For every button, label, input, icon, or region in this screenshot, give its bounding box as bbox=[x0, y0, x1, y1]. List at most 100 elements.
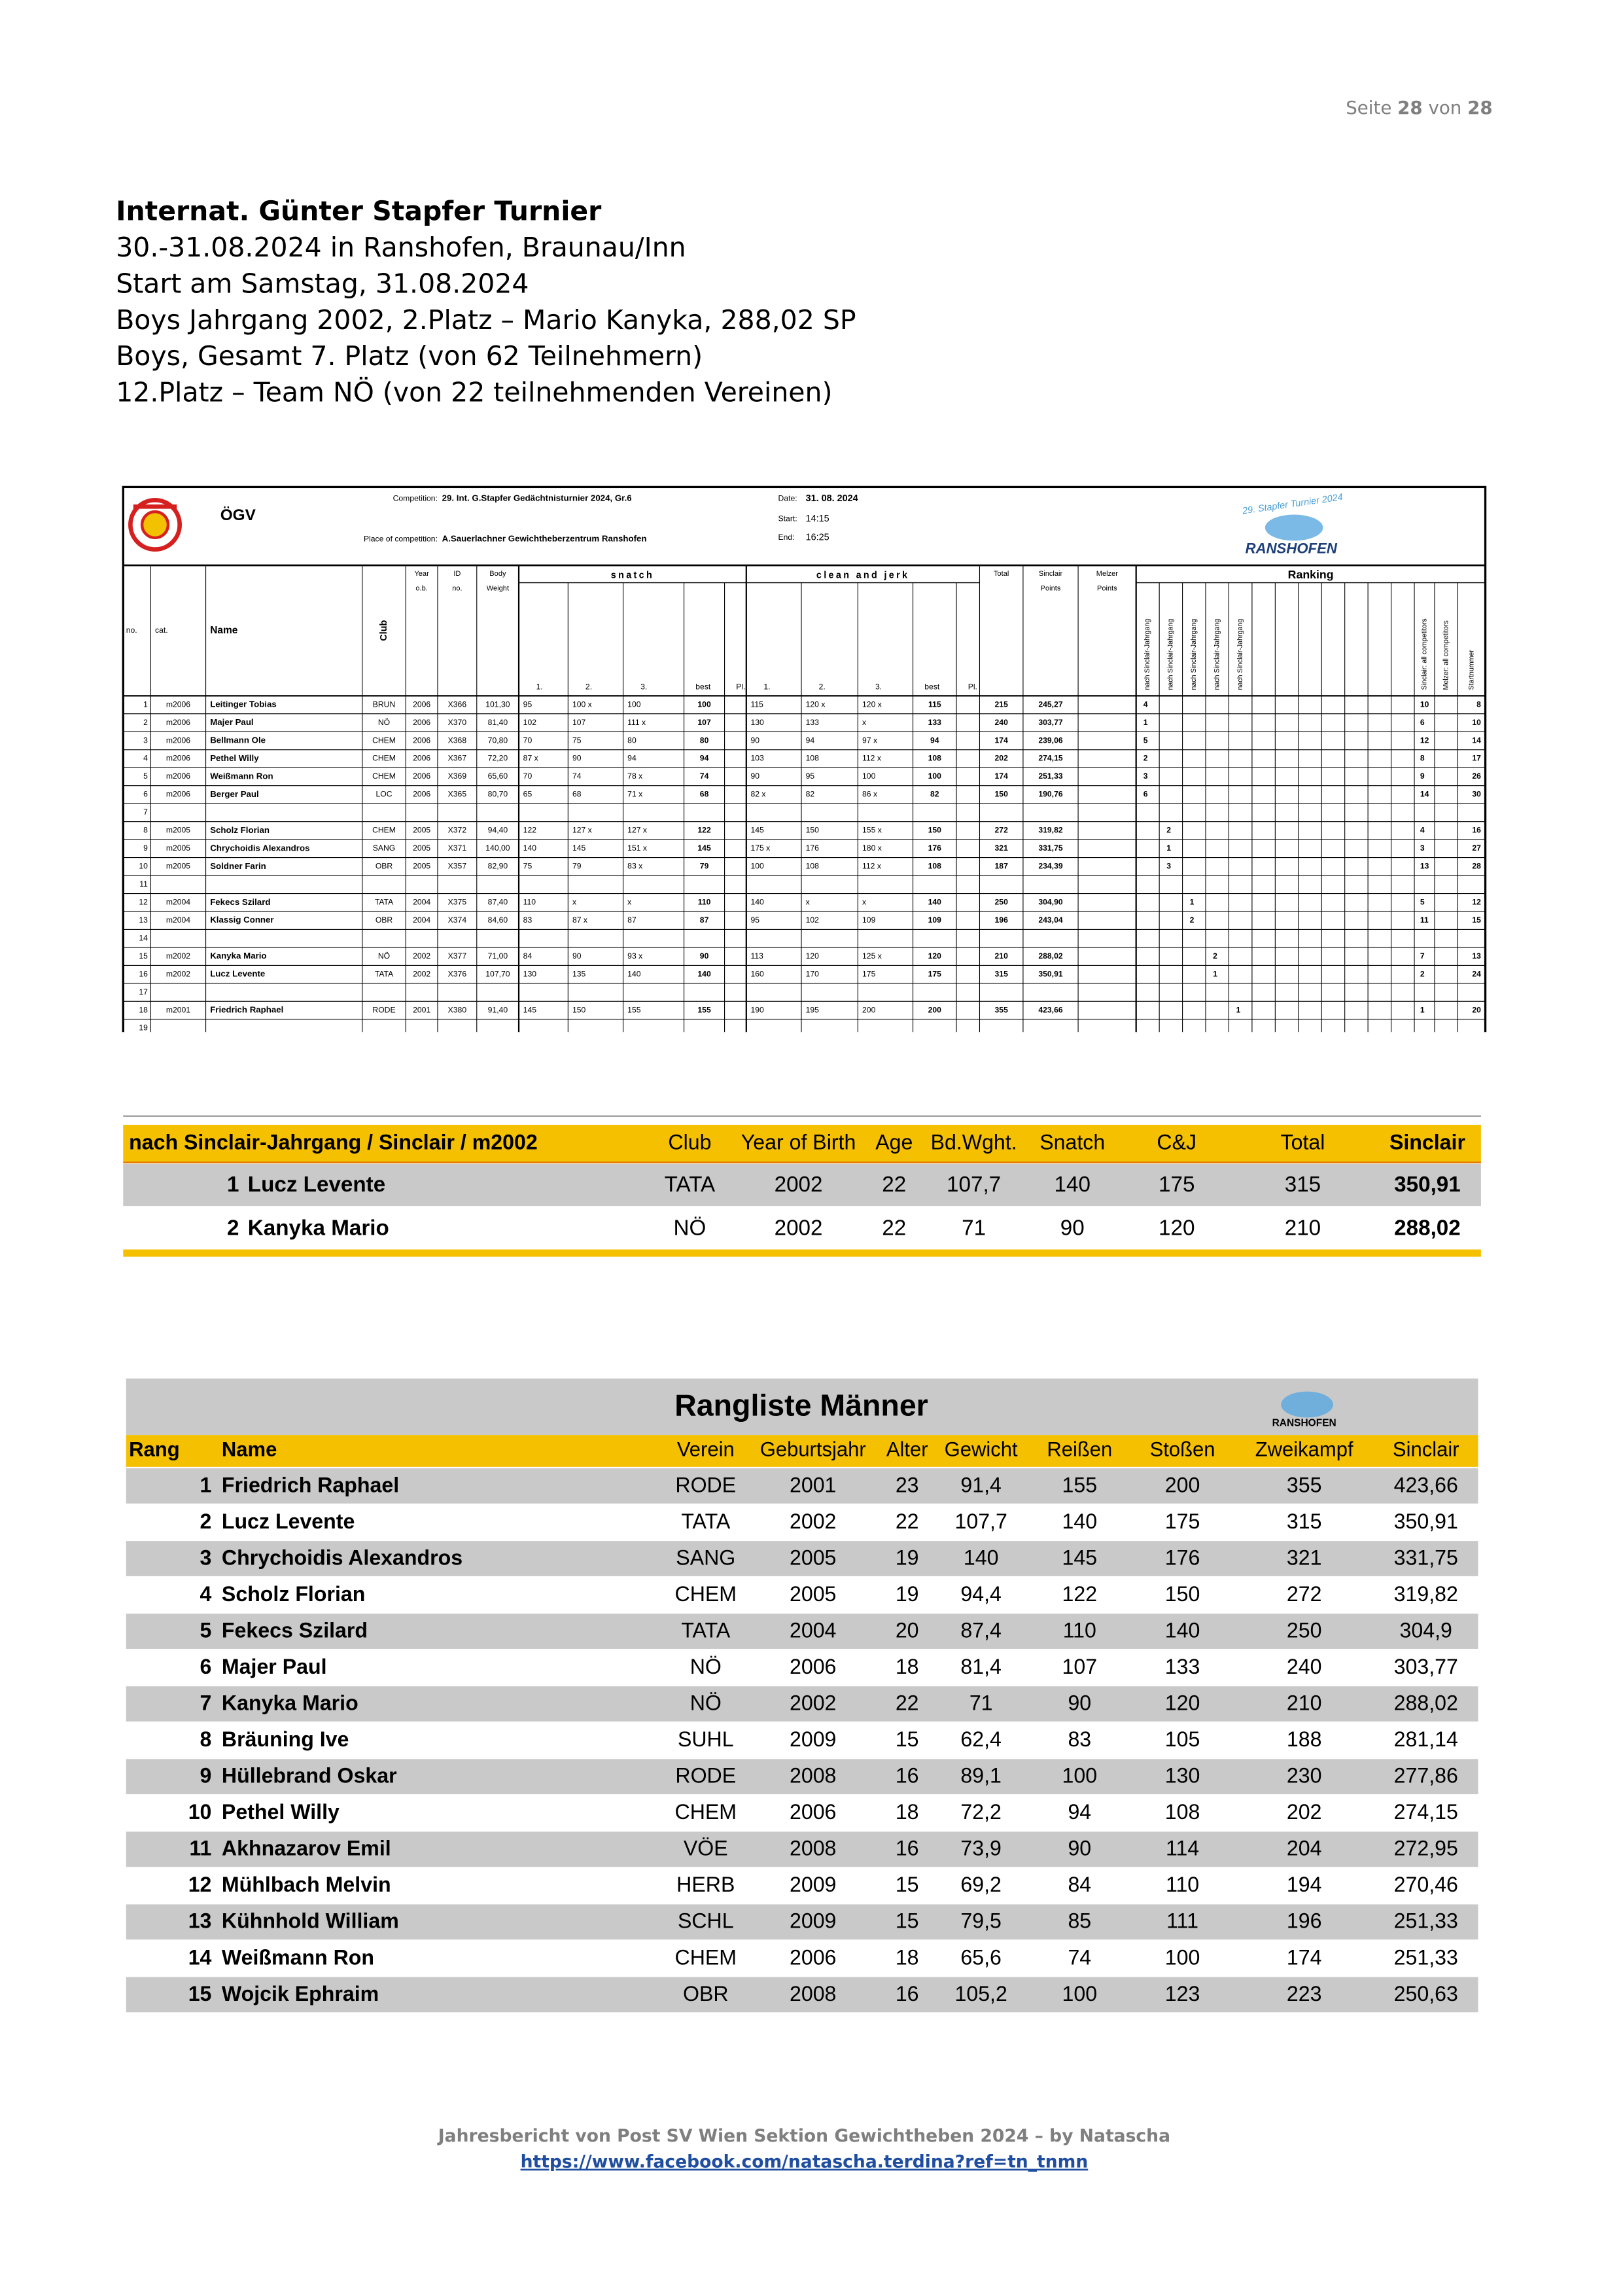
cell: m2005 bbox=[166, 843, 190, 853]
cell: 111 bbox=[1166, 1909, 1198, 1933]
athlete-name: Pethel Willy bbox=[210, 753, 259, 763]
total: 174 bbox=[995, 771, 1009, 781]
rank: 11 bbox=[189, 1837, 211, 1860]
best: 80 bbox=[700, 735, 709, 745]
cell: 2002 bbox=[790, 1691, 836, 1715]
col-header-rotated: nach Sinclair-Jahrgang bbox=[1143, 619, 1151, 690]
best: 140 bbox=[697, 969, 711, 978]
cell: 304,9 bbox=[1400, 1618, 1452, 1642]
best: 90 bbox=[700, 951, 709, 961]
best: 74 bbox=[700, 771, 709, 781]
attempt: 71 x bbox=[627, 790, 642, 799]
protocol-sheet: ÖGV Competition: 29. Int. G.Stapfer Gedäch… bbox=[122, 486, 1487, 1033]
attempt: 70 bbox=[523, 771, 532, 781]
col-header-rotated: Startnummer bbox=[1467, 650, 1475, 690]
attempt: 83 x bbox=[627, 862, 642, 871]
cell: 105 bbox=[1165, 1727, 1200, 1751]
row-no: 18 bbox=[139, 1005, 148, 1014]
cell: m2004 bbox=[166, 915, 190, 925]
row-band bbox=[126, 1541, 1478, 1576]
rank: 5 bbox=[200, 1618, 212, 1642]
cell: 110 bbox=[1166, 1873, 1199, 1896]
attempt: 113 bbox=[750, 951, 763, 961]
start-number: 28 bbox=[1472, 862, 1481, 871]
cell: 20 bbox=[896, 1618, 919, 1642]
rank: 7 bbox=[1420, 951, 1425, 961]
attempt: 122 bbox=[523, 826, 537, 835]
cell: 2006 bbox=[413, 790, 430, 799]
start-number: 26 bbox=[1472, 771, 1481, 781]
col-header: best bbox=[695, 682, 711, 691]
row-no: 3 bbox=[143, 735, 148, 745]
best: 175 bbox=[928, 969, 942, 978]
col-header: Points bbox=[1041, 584, 1061, 592]
attempt: 112 x bbox=[862, 754, 881, 763]
attempt: 130 bbox=[523, 969, 537, 978]
cell: 110 bbox=[1063, 1618, 1096, 1642]
attempt: 100 bbox=[862, 771, 876, 781]
cell: RODE bbox=[372, 1005, 395, 1014]
cell: 62,4 bbox=[960, 1727, 1002, 1751]
cell: 72,2 bbox=[960, 1800, 1002, 1824]
rank: 9 bbox=[1420, 771, 1425, 781]
footer-link[interactable]: https://www.facebook.com/natascha.terdin… bbox=[521, 2152, 1089, 2172]
table-header: Zweikampf bbox=[1255, 1438, 1353, 1461]
attempt: 87 x bbox=[572, 915, 587, 925]
attempt: 78 x bbox=[627, 771, 642, 781]
col-header: clean and jerk bbox=[816, 570, 909, 580]
rank: 1 bbox=[1236, 1005, 1241, 1014]
cell: 79,5 bbox=[960, 1909, 1002, 1933]
cell: 288,02 bbox=[1394, 1216, 1461, 1240]
cell: CHEM bbox=[675, 1582, 737, 1606]
cell: 321 bbox=[1287, 1545, 1322, 1569]
attempt: 133 bbox=[806, 718, 820, 727]
cell: m2002 bbox=[166, 951, 190, 961]
attempt: 110 bbox=[523, 897, 536, 906]
sinclair: 243,04 bbox=[1038, 915, 1062, 925]
cell: 315 bbox=[1287, 1510, 1322, 1533]
cell: 89,1 bbox=[960, 1764, 1002, 1788]
best: 176 bbox=[928, 843, 942, 853]
footer-link-text[interactable]: https://www.facebook.com/natascha.terdin… bbox=[521, 2152, 1089, 2172]
attempt: 140 bbox=[750, 897, 764, 906]
cell: 22 bbox=[882, 1173, 906, 1197]
total: 250 bbox=[995, 897, 1009, 906]
cell: 19 bbox=[896, 1545, 919, 1569]
attempt: 145 bbox=[572, 843, 586, 853]
col-header-rotated: nach Sinclair-Jahrgang bbox=[1213, 619, 1221, 690]
cell: 123 bbox=[1165, 1982, 1200, 2005]
cell: 80,70 bbox=[488, 790, 508, 799]
cell: 94 bbox=[1068, 1800, 1091, 1824]
federation: ÖGV bbox=[220, 506, 256, 524]
row-no: 2 bbox=[143, 718, 148, 727]
cell: 100 bbox=[1165, 1945, 1200, 1969]
cell: 2004 bbox=[790, 1618, 836, 1642]
page-number-part: 28 bbox=[1467, 97, 1493, 118]
label: Start: bbox=[778, 514, 797, 523]
cell: X366 bbox=[448, 699, 467, 709]
rank: 1 bbox=[227, 1173, 239, 1197]
cell: NÖ bbox=[690, 1691, 722, 1715]
cell: 2005 bbox=[790, 1582, 836, 1606]
cell: 71,00 bbox=[488, 951, 508, 961]
athlete-name: Chrychoidis Alexandros bbox=[210, 843, 309, 853]
attempt: 90 bbox=[750, 735, 759, 745]
attempt: 102 bbox=[523, 718, 537, 727]
cell: 2006 bbox=[413, 771, 430, 781]
cell: RODE bbox=[675, 1764, 736, 1788]
cell: 251,33 bbox=[1394, 1945, 1458, 1969]
table-header: Sinclair bbox=[1393, 1438, 1459, 1461]
cell: CHEM bbox=[372, 754, 396, 763]
col-header-rotated: Sinclair: all competitors bbox=[1420, 618, 1428, 690]
attempt: 180 x bbox=[862, 843, 882, 853]
rank: 13 bbox=[188, 1909, 212, 1933]
table-header: Year of Birth bbox=[741, 1130, 856, 1154]
cell: 19 bbox=[896, 1582, 919, 1606]
row-band bbox=[126, 1614, 1478, 1649]
cell: 100 bbox=[1062, 1764, 1098, 1788]
attempt: 200 bbox=[862, 1005, 876, 1014]
row-band bbox=[126, 1977, 1478, 2013]
best: 150 bbox=[928, 826, 942, 835]
athlete-name: Mühlbach Melvin bbox=[222, 1873, 391, 1896]
total: 272 bbox=[995, 826, 1009, 835]
